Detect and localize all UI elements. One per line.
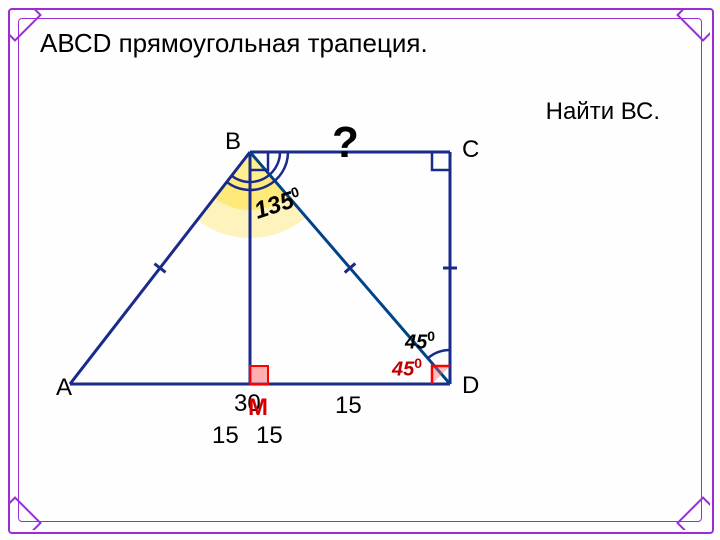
- geometry-diagram: [0, 0, 720, 540]
- vertex-a: А: [56, 374, 72, 402]
- bottom-left-15: 15: [212, 422, 239, 450]
- question-mark: ?: [332, 118, 359, 168]
- slide: АВСD прямоугольная трапеция. Найти ВС. А…: [0, 0, 720, 540]
- angle-45-lower: 450: [392, 355, 422, 382]
- segment-md-length: 15: [335, 392, 362, 420]
- angle-45-upper: 450: [405, 328, 435, 355]
- vertex-d: D: [462, 372, 479, 400]
- bottom-right-15: 15: [256, 422, 283, 450]
- vertex-b: В: [225, 128, 241, 156]
- vertex-m: M: [248, 394, 268, 422]
- vertex-c: С: [462, 136, 479, 164]
